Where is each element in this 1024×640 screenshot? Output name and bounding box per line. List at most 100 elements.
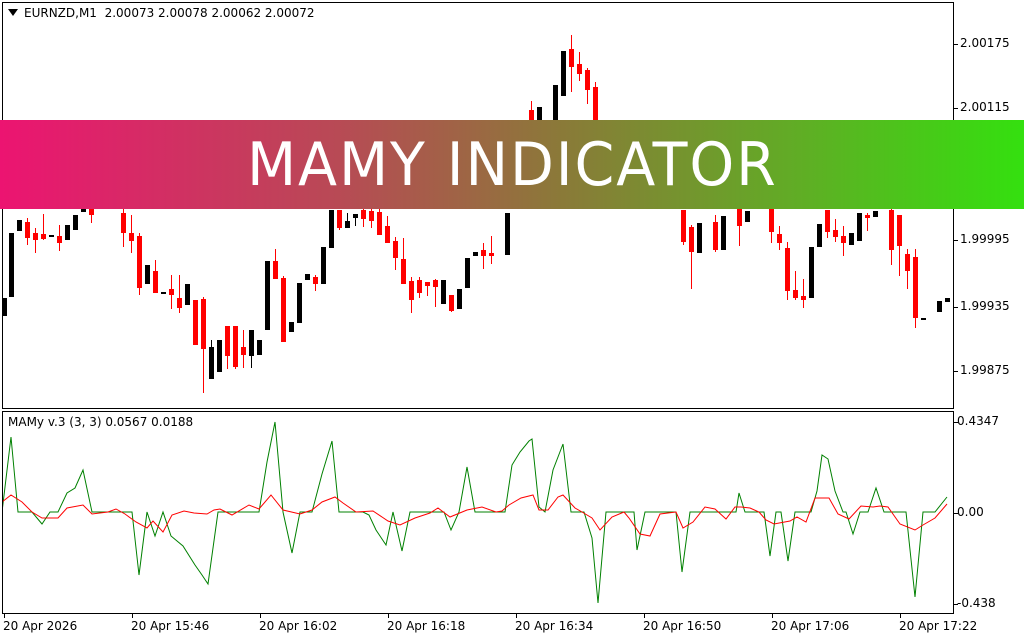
triangle-down-icon[interactable]: [8, 9, 18, 16]
time-tick: [516, 614, 517, 618]
fast-line: [3, 421, 948, 604]
candle: [809, 247, 814, 298]
candle: [137, 233, 142, 295]
candle: [161, 292, 166, 294]
price-tick: [954, 44, 958, 45]
candle: [865, 213, 870, 231]
candle: [345, 213, 350, 228]
candle: [481, 243, 486, 269]
candle: [9, 233, 14, 297]
slow-line: [3, 494, 948, 537]
candle: [905, 249, 910, 289]
candle: [721, 216, 726, 250]
candle: [529, 101, 534, 123]
candle: [185, 284, 190, 305]
candle: [833, 219, 838, 242]
candle: [873, 211, 878, 217]
candle: [241, 330, 246, 368]
candle: [193, 300, 198, 345]
candle: [25, 218, 30, 245]
time-label: 20 Apr 16:18: [387, 619, 466, 633]
indicator-tick: [954, 422, 958, 423]
candle: [937, 301, 942, 312]
candle: [361, 206, 366, 227]
time-tick: [900, 614, 901, 618]
title-banner: MAMY INDICATOR: [0, 120, 1024, 209]
candle: [769, 208, 774, 243]
price-label: 1.99935: [960, 299, 1010, 313]
price-label: 2.00115: [960, 100, 1010, 114]
banner-title: MAMY INDICATOR: [246, 129, 778, 200]
candle: [577, 52, 582, 81]
candle: [217, 340, 222, 372]
candle: [369, 207, 374, 228]
candle: [697, 223, 702, 253]
candle: [153, 260, 158, 293]
candle: [465, 258, 470, 288]
candle: [201, 297, 206, 393]
candle: [353, 214, 358, 226]
candle: [777, 226, 782, 250]
time-tick: [388, 614, 389, 618]
candle: [249, 330, 254, 368]
candle: [417, 277, 422, 298]
indicator-tick: [954, 604, 958, 605]
candle: [41, 214, 46, 240]
candle: [689, 225, 694, 289]
indicator-pane[interactable]: MAMy v.3 (3, 3) 0.0567 0.0188: [2, 411, 954, 614]
price-tick: [954, 371, 958, 372]
price-tick: [954, 307, 958, 308]
candle: [825, 210, 830, 238]
price-tick: [954, 108, 958, 109]
candle: [913, 249, 918, 328]
candle: [209, 340, 214, 379]
candle: [745, 211, 750, 222]
candle: [505, 213, 510, 255]
price-label: 1.99875: [960, 363, 1010, 377]
candle: [145, 265, 150, 284]
candle: [817, 224, 822, 247]
candle: [305, 274, 310, 280]
candle: [377, 204, 382, 235]
indicator-tick: [954, 513, 958, 514]
candle: [73, 215, 78, 230]
candle: [129, 215, 134, 253]
candle: [713, 215, 718, 252]
candle: [33, 228, 38, 253]
candle: [921, 318, 926, 320]
symbol-label: EURNZD,M1: [24, 6, 97, 20]
candle: [57, 225, 62, 251]
candle: [841, 226, 846, 256]
candle: [681, 210, 686, 245]
candle: [593, 82, 598, 123]
candle: [537, 107, 542, 122]
candle: [313, 275, 318, 291]
candle: [433, 279, 438, 307]
time-label: 20 Apr 16:02: [259, 619, 338, 633]
time-label: 20 Apr 2026: [3, 619, 78, 633]
candle: [889, 209, 894, 265]
candle: [585, 68, 590, 104]
candle: [65, 225, 70, 240]
candle: [569, 35, 574, 92]
indicator-label: 0.00: [957, 505, 984, 519]
time-label: 20 Apr 15:46: [131, 619, 210, 633]
candle: [473, 252, 478, 256]
candle: [329, 210, 334, 248]
candle: [401, 238, 406, 284]
time-tick: [772, 614, 773, 618]
candle: [281, 276, 286, 342]
price-label: 2.00175: [960, 36, 1010, 50]
candle: [321, 247, 326, 284]
candle: [337, 210, 342, 230]
candle: [945, 298, 950, 302]
ohlc-label: 2.00073 2.00078 2.00062 2.00072: [104, 6, 315, 20]
candle: [49, 235, 54, 237]
time-label: 20 Apr 16:34: [515, 619, 594, 633]
candle: [849, 233, 854, 245]
time-tick: [260, 614, 261, 618]
candle: [793, 271, 798, 300]
candle: [265, 261, 270, 330]
candle: [785, 242, 790, 300]
candle: [257, 340, 262, 355]
